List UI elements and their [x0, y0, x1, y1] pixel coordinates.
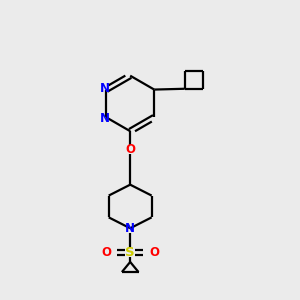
Text: S: S: [125, 245, 135, 259]
Text: N: N: [100, 112, 110, 125]
Text: O: O: [125, 142, 135, 155]
Text: N: N: [125, 222, 135, 235]
Text: O: O: [101, 245, 111, 259]
Text: N: N: [100, 82, 110, 95]
Text: O: O: [149, 245, 159, 259]
